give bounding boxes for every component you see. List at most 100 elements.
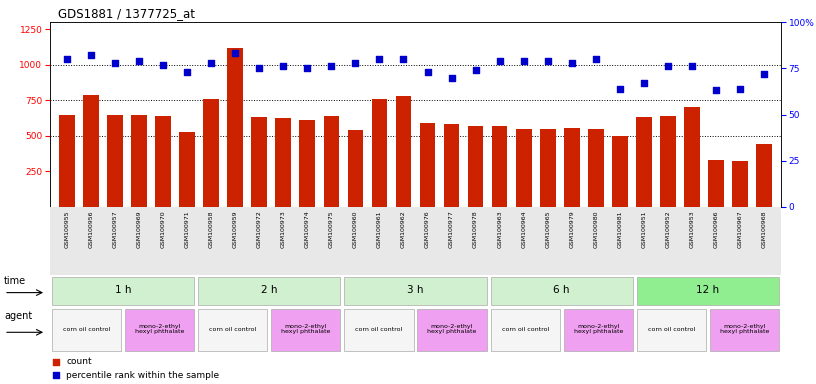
Bar [228,48,243,207]
Bar [588,129,604,207]
Text: corn oil control: corn oil control [63,326,110,331]
Text: mono-2-ethyl
hexyl phthalate: mono-2-ethyl hexyl phthalate [428,324,477,334]
Point [349,60,362,66]
Text: GSM100960: GSM100960 [353,210,358,248]
Text: corn oil control: corn oil control [648,326,695,331]
Text: GSM100959: GSM100959 [233,210,237,248]
Bar [492,126,508,207]
Text: mono-2-ethyl
hexyl phthalate: mono-2-ethyl hexyl phthalate [720,324,769,334]
Text: GSM100957: GSM100957 [113,210,118,248]
Bar [52,309,121,351]
Text: GSM100971: GSM100971 [184,210,189,248]
Text: GSM100975: GSM100975 [329,210,334,248]
Bar [708,160,724,207]
Bar [540,129,556,207]
Text: GSM100981: GSM100981 [618,210,623,248]
Point [421,69,434,75]
Bar [180,132,195,207]
Text: 2 h: 2 h [261,285,277,295]
Point [228,50,242,56]
Bar [732,161,748,207]
Point [637,80,650,86]
Point [373,56,386,62]
Text: GSM100974: GSM100974 [305,210,310,248]
Text: corn oil control: corn oil control [209,326,256,331]
Bar [52,276,194,305]
Bar [396,96,411,207]
Bar [636,309,706,351]
Bar [155,116,171,207]
Point [301,65,314,71]
Point [662,63,675,70]
Text: percentile rank within the sample: percentile rank within the sample [66,371,220,380]
Text: 12 h: 12 h [696,285,720,295]
Point [710,88,723,94]
Bar [756,144,772,207]
Text: corn oil control: corn oil control [502,326,549,331]
Point [445,74,458,81]
Bar [710,309,779,351]
Bar [107,115,122,207]
Text: GSM100952: GSM100952 [666,210,671,248]
Text: GSM100953: GSM100953 [690,210,694,248]
Text: GSM100972: GSM100972 [257,210,262,248]
Point [60,56,73,62]
Text: count: count [66,357,91,366]
Text: GSM100964: GSM100964 [521,210,526,248]
Point [157,61,170,68]
Text: GSM100968: GSM100968 [761,210,767,248]
Bar [419,123,436,207]
Point [253,65,266,71]
Point [180,69,193,75]
Text: GSM100963: GSM100963 [497,210,502,248]
Text: GSM100976: GSM100976 [425,210,430,248]
Bar [564,128,579,207]
Point [49,372,62,378]
Point [469,67,482,73]
Text: mono-2-ethyl
hexyl phthalate: mono-2-ethyl hexyl phthalate [574,324,623,334]
Bar [344,276,486,305]
Text: agent: agent [4,311,33,321]
Bar [198,276,340,305]
Bar [323,116,339,207]
Bar [612,136,628,207]
Point [132,58,145,64]
Bar [636,276,779,305]
Text: corn oil control: corn oil control [355,326,402,331]
Bar [251,117,267,207]
Bar [344,309,414,351]
Bar [198,309,268,351]
Text: 3 h: 3 h [407,285,424,295]
Point [565,60,579,66]
Point [205,60,218,66]
Text: GSM100965: GSM100965 [545,210,550,248]
Bar [271,309,340,351]
Bar [490,309,560,351]
Text: GSM100962: GSM100962 [401,210,406,248]
Bar [131,114,147,207]
Text: 1 h: 1 h [115,285,131,295]
Bar [125,309,194,351]
Bar [348,130,363,207]
Text: mono-2-ethyl
hexyl phthalate: mono-2-ethyl hexyl phthalate [282,324,330,334]
Point [49,359,62,365]
Bar [444,124,459,207]
Bar [684,108,700,207]
Point [541,58,554,64]
Text: GSM100956: GSM100956 [88,210,93,248]
Text: GSM100970: GSM100970 [161,210,166,248]
Bar [468,126,483,207]
Bar [564,309,633,351]
Point [84,52,97,58]
Bar [636,117,652,207]
Point [517,58,530,64]
Text: GSM100951: GSM100951 [641,210,646,248]
Point [614,86,627,92]
Text: GSM100969: GSM100969 [136,210,141,248]
Point [734,86,747,92]
Text: 6 h: 6 h [553,285,570,295]
Text: GSM100973: GSM100973 [281,210,286,248]
Bar [490,276,633,305]
Text: GSM100966: GSM100966 [713,210,719,248]
Point [397,56,410,62]
